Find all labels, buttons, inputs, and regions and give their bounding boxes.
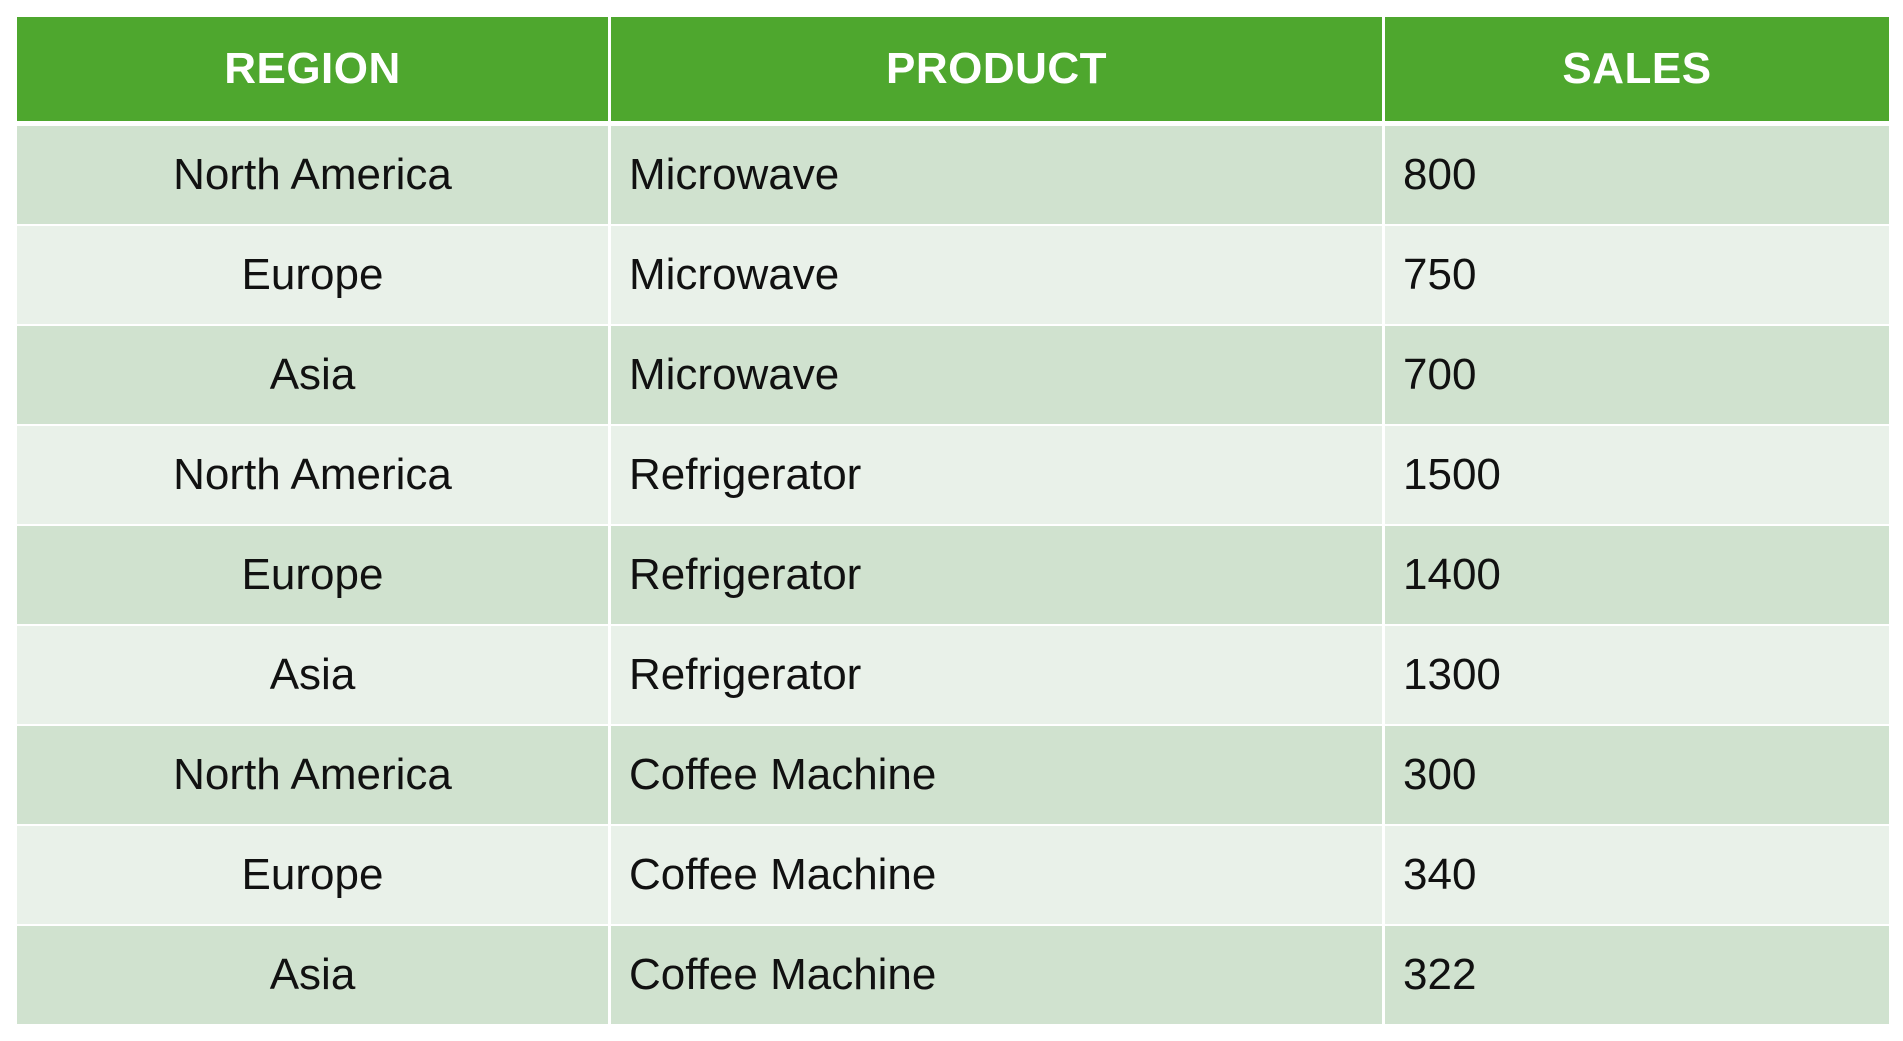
cell-sales: 1400 [1382, 526, 1889, 626]
cell-region: Europe [17, 826, 608, 926]
cell-product: Refrigerator [608, 426, 1382, 526]
table-row: North America Microwave 800 [17, 126, 1889, 226]
table-row: Asia Refrigerator 1300 [17, 626, 1889, 726]
cell-sales: 322 [1382, 926, 1889, 1026]
sales-table-container: REGION PRODUCT SALES North America Micro… [17, 17, 1889, 1026]
column-header-sales: SALES [1382, 17, 1889, 126]
cell-region: North America [17, 426, 608, 526]
cell-region: Europe [17, 226, 608, 326]
cell-product: Coffee Machine [608, 726, 1382, 826]
column-header-region: REGION [17, 17, 608, 126]
cell-product: Microwave [608, 326, 1382, 426]
cell-product: Coffee Machine [608, 926, 1382, 1026]
cell-region: Asia [17, 926, 608, 1026]
cell-product: Refrigerator [608, 626, 1382, 726]
cell-sales: 750 [1382, 226, 1889, 326]
table-row: North America Coffee Machine 300 [17, 726, 1889, 826]
table-row: Europe Coffee Machine 340 [17, 826, 1889, 926]
cell-product: Coffee Machine [608, 826, 1382, 926]
cell-sales: 340 [1382, 826, 1889, 926]
table-row: North America Refrigerator 1500 [17, 426, 1889, 526]
cell-sales: 300 [1382, 726, 1889, 826]
cell-region: Europe [17, 526, 608, 626]
cell-region: Asia [17, 326, 608, 426]
table-row: Europe Refrigerator 1400 [17, 526, 1889, 626]
table-row: Asia Coffee Machine 322 [17, 926, 1889, 1026]
cell-region: North America [17, 126, 608, 226]
cell-product: Microwave [608, 126, 1382, 226]
cell-product: Microwave [608, 226, 1382, 326]
cell-product: Refrigerator [608, 526, 1382, 626]
cell-sales: 700 [1382, 326, 1889, 426]
column-header-product: PRODUCT [608, 17, 1382, 126]
sales-table: REGION PRODUCT SALES North America Micro… [17, 17, 1889, 1026]
cell-sales: 800 [1382, 126, 1889, 226]
cell-region: Asia [17, 626, 608, 726]
table-row: Europe Microwave 750 [17, 226, 1889, 326]
cell-sales: 1500 [1382, 426, 1889, 526]
cell-region: North America [17, 726, 608, 826]
cell-sales: 1300 [1382, 626, 1889, 726]
header-row: REGION PRODUCT SALES [17, 17, 1889, 126]
table-row: Asia Microwave 700 [17, 326, 1889, 426]
